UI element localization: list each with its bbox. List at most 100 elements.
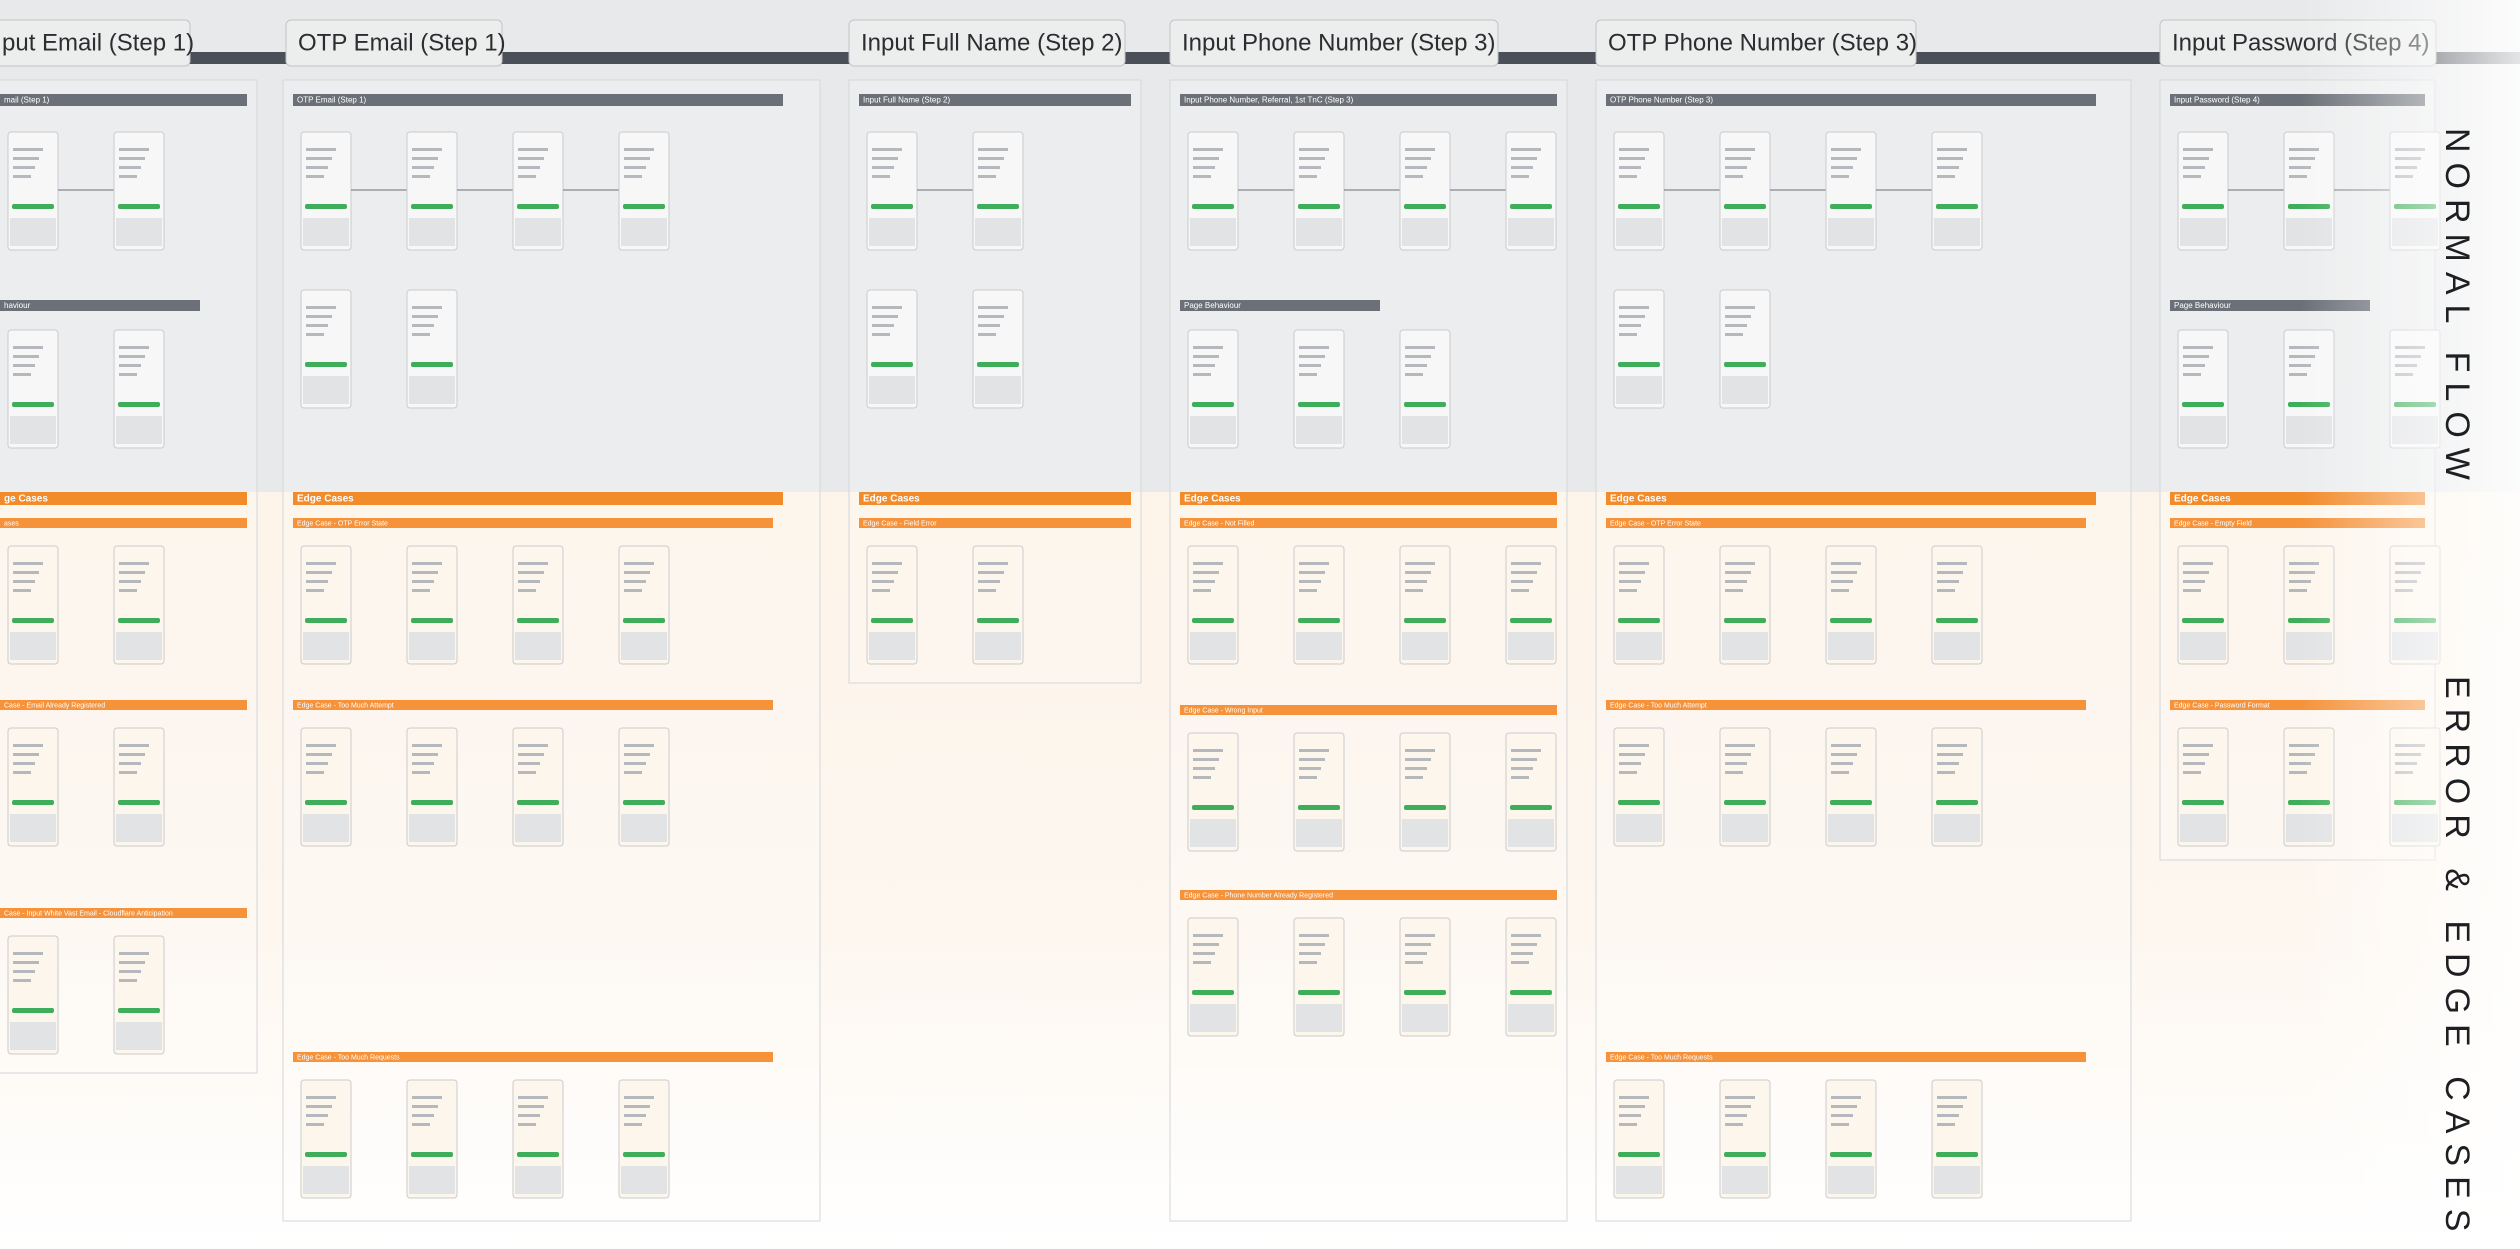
screen-keypad [1828, 218, 1874, 246]
behaviour-title: haviour [4, 301, 31, 310]
screen-line [1619, 571, 1645, 574]
screen-line [1725, 580, 1747, 583]
screen-button [1510, 990, 1552, 995]
screen-line [13, 979, 31, 982]
screen-line [872, 315, 898, 318]
screen-line [1405, 346, 1435, 349]
screen-keypad [303, 632, 349, 660]
board-header [848, 19, 1126, 67]
screen-button [623, 800, 665, 805]
screen-line [306, 753, 332, 756]
edge-section-title: Edge Case - Wrong Input [1184, 707, 1263, 714]
screen-line [2289, 589, 2307, 592]
screen-line [306, 1096, 336, 1099]
edge-section-title: Edge Case - Field Error [863, 520, 937, 527]
screen-line [412, 166, 434, 169]
screen-button [1192, 618, 1234, 623]
screen-line [306, 333, 324, 336]
screen-line [1831, 1105, 1857, 1108]
screen-line [13, 762, 35, 765]
screen-keypad [1190, 1004, 1236, 1032]
screen-line [1725, 1096, 1755, 1099]
screen-keypad [621, 814, 667, 842]
screen-button [623, 204, 665, 209]
screen-keypad [116, 632, 162, 660]
screen-line [13, 148, 43, 151]
screen-line [2183, 771, 2201, 774]
screen-button [118, 204, 160, 209]
screen-line [1725, 1114, 1747, 1117]
flow-title: OTP Email (Step 1) [297, 96, 367, 105]
screen-line [412, 306, 442, 309]
screen-line [872, 324, 894, 327]
screen-line [1831, 1123, 1849, 1126]
edge-section-title: Case - Email Already Registered [4, 702, 105, 709]
screen-line [119, 355, 145, 358]
screen-line [1831, 589, 1849, 592]
screen-line [624, 175, 642, 178]
screen-keypad [1722, 1166, 1768, 1194]
screen-keypad [1616, 376, 1662, 404]
screen-keypad [1402, 819, 1448, 847]
screen-keypad [409, 218, 455, 246]
screen-line [624, 771, 642, 774]
screen-keypad [303, 1166, 349, 1194]
screen-line [1831, 571, 1857, 574]
screen-button [1298, 402, 1340, 407]
screen-keypad [621, 632, 667, 660]
flow-title-bar [1606, 94, 2096, 106]
screen-line [978, 157, 1004, 160]
screen-line [1511, 749, 1541, 752]
fade [2300, 0, 2520, 1249]
screen-line [1299, 758, 1325, 761]
screen-line [518, 589, 536, 592]
screen-line [1831, 148, 1861, 151]
screen-keypad [1402, 632, 1448, 660]
screen-keypad [869, 376, 915, 404]
screen-line [1937, 744, 1967, 747]
edge-cases-title: Edge Cases [1184, 494, 1241, 505]
screen-line [1511, 166, 1533, 169]
screen-line [412, 562, 442, 565]
screen-line [119, 762, 141, 765]
screen-line [1299, 961, 1317, 964]
screen-button [411, 362, 453, 367]
screen-keypad [409, 1166, 455, 1194]
screen-line [1405, 571, 1431, 574]
screen-line [1831, 1114, 1853, 1117]
screen-keypad [2180, 814, 2226, 842]
screen-keypad [1190, 218, 1236, 246]
screen-line [1937, 166, 1959, 169]
screen-line [1511, 175, 1529, 178]
screen-line [1511, 562, 1541, 565]
screen-keypad [621, 1166, 667, 1194]
screen-line [13, 961, 39, 964]
screen-keypad [621, 218, 667, 246]
screen-line [1193, 355, 1219, 358]
screen-button [1724, 800, 1766, 805]
screen-line [1511, 776, 1529, 779]
screen-line [978, 571, 1004, 574]
screen-line [1299, 166, 1321, 169]
screen-line [1193, 767, 1215, 770]
screen-line [1725, 753, 1751, 756]
screen-keypad [869, 218, 915, 246]
screen-line [1299, 373, 1317, 376]
screen-keypad [116, 814, 162, 842]
edge-section-bar [1606, 700, 2086, 710]
screen-button [12, 1008, 54, 1013]
screen-line [306, 315, 332, 318]
screen-line [624, 580, 646, 583]
screen-button [2182, 618, 2224, 623]
screen-line [1193, 175, 1211, 178]
screen-line [872, 571, 898, 574]
screen-line [1831, 1096, 1861, 1099]
screen-keypad [1508, 1004, 1554, 1032]
flow-title-bar [0, 94, 247, 106]
screen-keypad [1190, 632, 1236, 660]
screen-button [305, 362, 347, 367]
flow-title: mail (Step 1) [4, 96, 50, 105]
screen-line [13, 744, 43, 747]
board-title: Input Phone Number (Step 3) [1182, 29, 1496, 56]
